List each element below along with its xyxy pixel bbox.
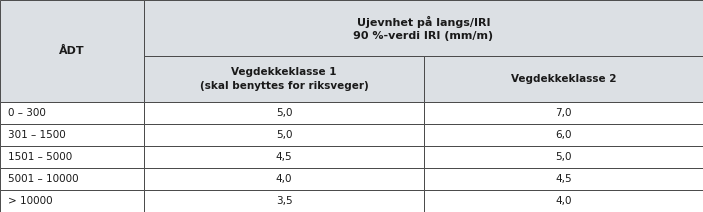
Text: ÅDT: ÅDT	[59, 46, 85, 56]
Text: 5,0: 5,0	[555, 152, 572, 162]
Text: 4,5: 4,5	[555, 174, 572, 184]
Bar	[144, 190, 424, 212]
Text: 0 – 300: 0 – 300	[8, 108, 46, 118]
Text: > 10000: > 10000	[8, 196, 53, 206]
Text: Ujevnhet på langs/IRI
90 %-verdi IRI (mm/m): Ujevnhet på langs/IRI 90 %-verdi IRI (mm…	[354, 15, 494, 41]
Bar	[144, 146, 424, 168]
Text: 6,0: 6,0	[555, 130, 572, 140]
Bar	[0, 0, 144, 102]
Bar	[0, 168, 144, 190]
Text: 4,0: 4,0	[276, 174, 292, 184]
Bar	[0, 124, 144, 146]
Text: 5,0: 5,0	[276, 108, 292, 118]
Text: 1501 – 5000: 1501 – 5000	[8, 152, 72, 162]
Text: 3,5: 3,5	[276, 196, 292, 206]
Bar	[424, 102, 703, 124]
Bar	[0, 190, 144, 212]
Bar	[144, 0, 703, 56]
Text: 5,0: 5,0	[276, 130, 292, 140]
Bar	[424, 146, 703, 168]
Bar	[144, 56, 424, 102]
Text: 4,5: 4,5	[276, 152, 292, 162]
Text: Vegdekkeklasse 2: Vegdekkeklasse 2	[510, 74, 617, 84]
Bar	[424, 56, 703, 102]
Bar	[144, 168, 424, 190]
Text: 301 – 1500: 301 – 1500	[8, 130, 66, 140]
Bar	[424, 168, 703, 190]
Text: Vegdekkeklasse 1
(skal benyttes for riksveger): Vegdekkeklasse 1 (skal benyttes for riks…	[200, 67, 368, 91]
Bar	[424, 190, 703, 212]
Bar	[0, 102, 144, 124]
Bar	[0, 146, 144, 168]
Bar	[144, 102, 424, 124]
Bar	[144, 124, 424, 146]
Text: 4,0: 4,0	[555, 196, 572, 206]
Text: 7,0: 7,0	[555, 108, 572, 118]
Bar	[424, 124, 703, 146]
Text: 5001 – 10000: 5001 – 10000	[8, 174, 79, 184]
